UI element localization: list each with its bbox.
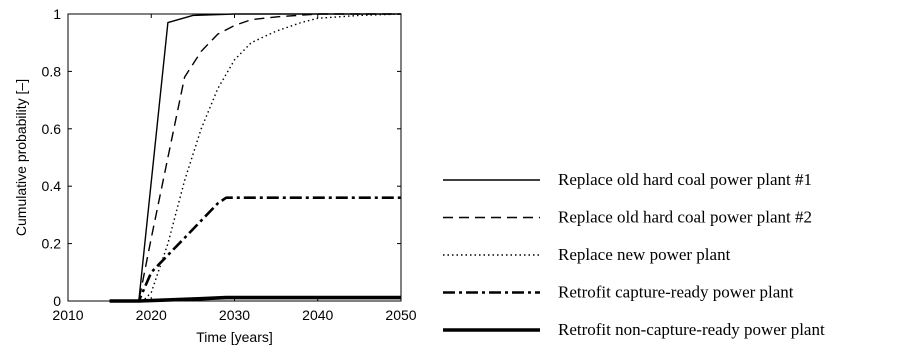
x-tick-label: 2020 [136,307,167,323]
x-axis-label: Time [years] [196,329,273,345]
x-tick-label: 2050 [385,307,416,323]
x-tick-label: 2040 [302,307,333,323]
y-tick-label: 0 [53,293,61,309]
y-tick-label: 0.8 [42,63,62,79]
series-line-4 [109,196,401,303]
legend-label-3: Replace new power plant [558,245,731,264]
series-line-5 [109,295,401,303]
legend-label-4: Retrofit capture-ready power plant [558,283,794,302]
series-line-2 [109,13,401,302]
legend-label-1: Replace old hard coal power plant #1 [558,170,812,189]
y-tick-label: 1 [53,6,61,22]
legend: Replace old hard coal power plant #1 Repl… [443,170,825,339]
y-tick-label: 0.4 [42,178,62,194]
legend-label-5: Retrofit non-capture-ready power plant [558,320,825,339]
x-tick-label: 2010 [52,307,83,323]
y-tick-label: 0.6 [42,121,62,137]
y-axis-label: Cumulative probability [–] [13,79,29,236]
y-tick-label: 0.2 [42,236,62,252]
x-tick-label: 2030 [219,307,250,323]
legend-label-2: Replace old hard coal power plant #2 [558,208,812,227]
plot-area [67,13,402,302]
